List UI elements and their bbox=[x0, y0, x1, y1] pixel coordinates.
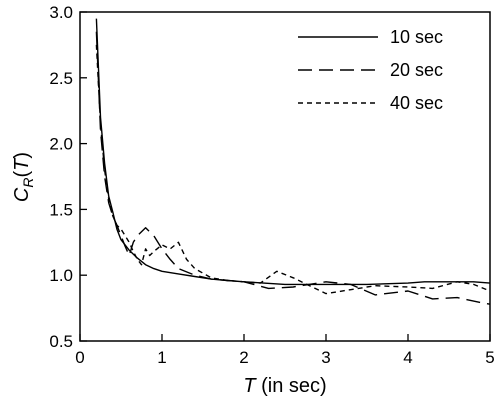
x-tick-label: 1 bbox=[157, 348, 166, 367]
x-axis-label: T (in sec) bbox=[243, 375, 326, 397]
ticks-layer: 0 1 2 3 4 5 0.5 1.0 1.5 2.0 2.5 3.0 bbox=[49, 3, 494, 367]
plot-frame bbox=[79, 11, 491, 342]
legend-label-3: 40 sec bbox=[390, 93, 443, 113]
y-axis-label-subscript: R bbox=[20, 177, 36, 187]
legend: 10 sec 20 sec 40 sec bbox=[298, 27, 443, 113]
y-tick-label: 3.0 bbox=[49, 3, 73, 22]
x-axis-label-symbol: T bbox=[243, 375, 257, 397]
x-tick-label: 5 bbox=[485, 348, 494, 367]
y-tick-label: 1.5 bbox=[49, 200, 73, 219]
x-axis-label-unit: (in sec) bbox=[256, 375, 327, 397]
legend-label-2: 20 sec bbox=[390, 60, 443, 80]
series-layer bbox=[95, 18, 491, 305]
y-tick-label: 2.5 bbox=[49, 69, 73, 88]
series-line-1 bbox=[95, 18, 491, 286]
y-tick-label: 1.0 bbox=[49, 266, 73, 285]
series-line-3 bbox=[95, 44, 491, 295]
x-tick-label: 2 bbox=[239, 348, 248, 367]
legend-label-1: 10 sec bbox=[390, 27, 443, 47]
y-axis-label-symbol: C bbox=[11, 187, 33, 202]
y-tick-label: 0.5 bbox=[49, 332, 73, 351]
y-axis-label: CR(T) bbox=[11, 152, 36, 202]
y-axis-label-argument: T bbox=[11, 157, 33, 171]
x-tick-label: 3 bbox=[321, 348, 330, 367]
y-tick-label: 2.0 bbox=[49, 135, 73, 154]
y-axis-label-open-paren: ( bbox=[11, 170, 33, 177]
x-tick-label: 0 bbox=[75, 348, 84, 367]
y-axis-label-close-paren: ) bbox=[11, 152, 33, 159]
x-tick-label: 4 bbox=[403, 348, 412, 367]
